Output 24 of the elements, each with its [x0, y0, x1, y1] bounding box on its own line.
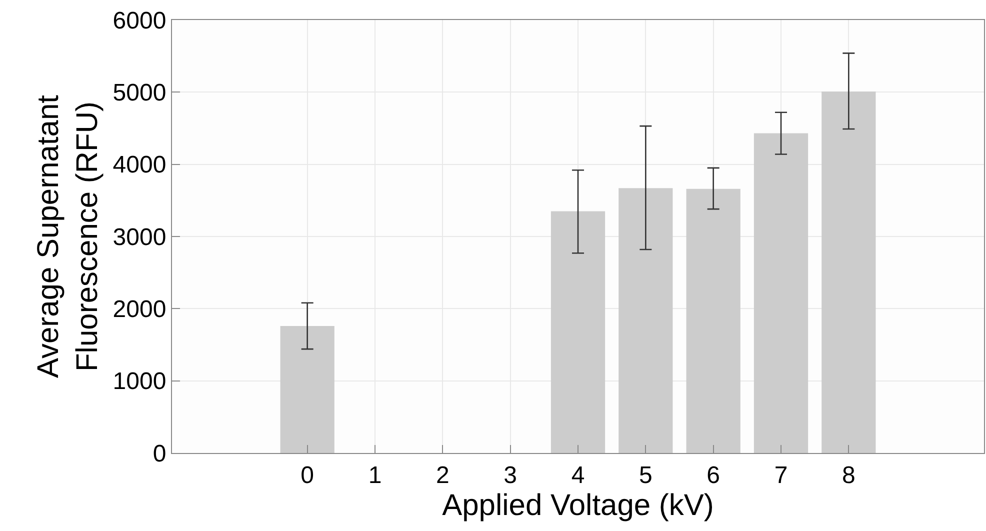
x-axis-title: Applied Voltage (kV) [442, 488, 714, 522]
y-tick-label: 1000 [112, 368, 166, 396]
x-tick-label: 3 [504, 462, 518, 489]
bar [822, 91, 876, 453]
y-tick-label: 5000 [112, 80, 166, 107]
bar [754, 133, 808, 453]
bar [686, 188, 740, 453]
x-tick-label: 4 [571, 462, 585, 489]
x-tick-label: 1 [368, 462, 382, 489]
x-tick-label: 6 [706, 462, 720, 489]
x-tick-label: 8 [842, 462, 856, 489]
y-tick-label: 3000 [112, 224, 166, 251]
bar [618, 188, 673, 453]
x-tick-label: 7 [774, 462, 788, 489]
bar [280, 326, 334, 453]
x-tick-label: 0 [300, 462, 314, 489]
y-tick-label: 0 [152, 440, 166, 468]
y-tick-label: 6000 [112, 7, 166, 34]
y-tick-label: 2000 [112, 296, 166, 324]
bar [550, 211, 606, 453]
x-tick-label: 5 [638, 462, 652, 489]
x-tick-label: 2 [436, 462, 450, 489]
y-tick-label: 4000 [112, 152, 166, 179]
y-axis-title: Average Supernatant Fluorescence (RFU) [32, 94, 104, 378]
